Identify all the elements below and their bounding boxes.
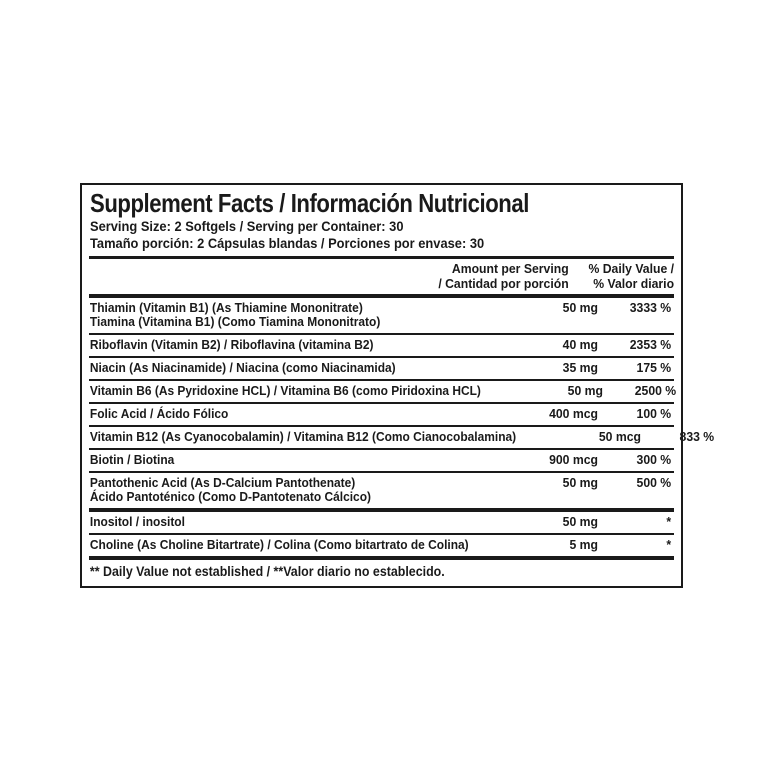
daily-value-footnote: ** Daily Value not established / **Valor… — [89, 564, 445, 580]
table-row-pantothenic-acid: Pantothenic Acid (As D-Calcium Pantothen… — [89, 471, 674, 508]
nutrient-amount: 900 mcg — [549, 452, 598, 468]
amount-column-header: Amount per Serving / Cantidad por porció… — [438, 261, 569, 291]
nutrient-name-en: Pantothenic Acid (As D-Calcium Pantothen… — [89, 475, 356, 491]
nutrient-daily-value: 500 % — [636, 475, 672, 491]
nutrient-name: Pantothenic Acid (As D-Calcium Pantothen… — [89, 476, 476, 504]
nutrient-daily-value: 3333 % — [629, 299, 672, 315]
divider-before-inositol — [89, 508, 674, 513]
divider-before-footnote — [89, 556, 674, 561]
nutrient-name: Thiamin (Vitamin B1) (As Thiamine Mononi… — [89, 299, 476, 329]
nutrient-name: Inositol / inositol — [89, 514, 185, 530]
nutrient-amount: 50 mg — [562, 514, 598, 530]
column-headers: Amount per Serving / Cantidad por porció… — [89, 259, 674, 294]
nutrient-name-en: Thiamin (Vitamin B1) (As Thiamine Mononi… — [89, 299, 363, 315]
nutrient-amount: 50 mg — [562, 475, 598, 491]
nutrient-amount: 400 mcg — [549, 405, 598, 421]
nutrient-name: Vitamin B6 (As Pyridoxine HCL) / Vitamin… — [89, 382, 481, 398]
nutrient-name-es: Tiamina (Vitamina B1) (Como Tiamina Mono… — [89, 313, 381, 329]
serving-size-line-es: Tamaño porción: 2 Cápsulas blandas / Por… — [90, 235, 485, 252]
table-row-folic-acid: Folic Acid / Ácido Fólico 400 mcg 100 % — [89, 401, 674, 425]
daily-value-column-header: % Daily Value / % Valor diario — [588, 261, 674, 291]
amount-header-es: / Cantidad por porción — [438, 275, 569, 291]
table-row-biotin: Biotin / Biotina 900 mcg 300 % — [89, 448, 674, 471]
nutrient-name-es: Ácido Pantoténico (Como D-Pantotenato Cá… — [89, 489, 371, 505]
daily-value-header-en: % Daily Value / — [588, 261, 674, 277]
table-row-choline: Choline (As Choline Bitartrate) / Colina… — [89, 533, 674, 556]
nutrient-amount: 5 mg — [569, 537, 598, 553]
nutrient-daily-value: 175 % — [636, 359, 672, 375]
nutrient-daily-value: 2500 % — [634, 382, 677, 398]
nutrient-amount: 35 mg — [562, 359, 598, 375]
nutrient-daily-value: 300 % — [636, 452, 672, 468]
nutrient-daily-value: * — [666, 537, 672, 553]
nutrient-name: Riboflavin (Vitamin B2) / Riboflavina (v… — [89, 336, 374, 352]
table-row-thiamin: Thiamin (Vitamin B1) (As Thiamine Mononi… — [89, 298, 674, 333]
divider-after-headers — [89, 293, 674, 298]
table-row-niacin: Niacin (As Niacinamide) / Niacina (como … — [89, 355, 674, 379]
table-row-vitamin-b6: Vitamin B6 (As Pyridoxine HCL) / Vitamin… — [89, 378, 676, 402]
nutrient-daily-value: 833 % — [679, 429, 715, 445]
nutrient-amount: 50 mg — [562, 299, 598, 315]
nutrient-name: Folic Acid / Ácido Fólico — [89, 405, 229, 421]
amount-header-en: Amount per Serving — [452, 261, 569, 277]
table-row-inositol: Inositol / inositol 50 mg * — [89, 512, 674, 533]
supplement-facts-label: Supplement Facts / Información Nutricion… — [80, 183, 714, 588]
nutrient-amount: 50 mg — [567, 382, 603, 398]
divider-after-serving — [89, 256, 674, 260]
label-title: Supplement Facts / Información Nutricion… — [90, 188, 529, 218]
daily-value-header-es: % Valor diario — [593, 275, 674, 291]
nutrient-daily-value: 2353 % — [629, 336, 672, 352]
nutrient-name: Biotin / Biotina — [89, 452, 175, 468]
nutrient-amount: 50 mcg — [599, 429, 642, 445]
table-row-vitamin-b12: Vitamin B12 (As Cyanocobalamin) / Vitami… — [89, 425, 714, 448]
nutrient-daily-value: 100 % — [636, 405, 672, 421]
nutrient-name: Choline (As Choline Bitartrate) / Colina… — [89, 537, 469, 553]
nutrient-amount: 40 mg — [562, 336, 598, 352]
nutrient-daily-value: * — [666, 514, 672, 530]
nutrient-name: Niacin (As Niacinamide) / Niacina (como … — [89, 359, 396, 375]
table-row-riboflavin: Riboflavin (Vitamin B2) / Riboflavina (v… — [89, 332, 674, 356]
serving-size-line-en: Serving Size: 2 Softgels / Serving per C… — [90, 218, 404, 235]
nutrient-name: Vitamin B12 (As Cyanocobalamin) / Vitami… — [89, 429, 517, 445]
